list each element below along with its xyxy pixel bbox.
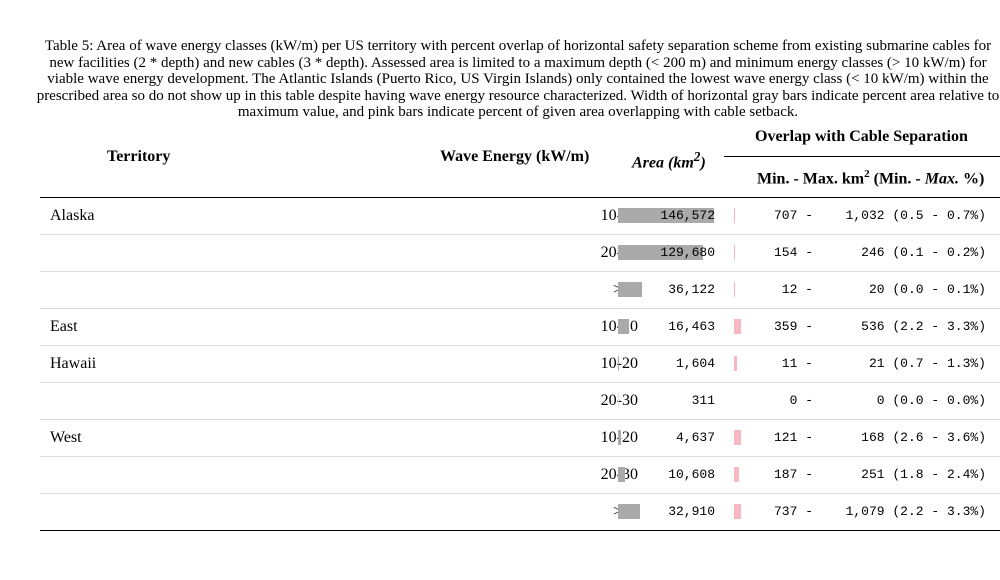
overlap-min-cell: 12 -	[781, 282, 813, 297]
header-min-max-a: Min. - Max. km	[757, 170, 865, 188]
overlap-bar	[734, 430, 742, 445]
header-area-sup: 2	[693, 149, 701, 164]
area-cell: 311	[691, 393, 715, 408]
overlap-bar	[734, 467, 739, 482]
overlap-max-cell: 0 (0.0 - 0.0%)	[876, 393, 986, 408]
overlap-bar	[734, 245, 735, 260]
overlap-min-cell: 737 -	[773, 504, 813, 519]
wave-energy-cell: 10-20	[600, 355, 638, 372]
wave-energy-cell: 20-30	[600, 392, 638, 409]
area-cell: 1,604	[675, 356, 715, 371]
header-min-max-b: (Min. -	[869, 170, 925, 188]
overlap-max-cell: 20 (0.0 - 0.1%)	[868, 282, 986, 297]
area-bar	[618, 319, 629, 334]
overlap-max-cell: 21 (0.7 - 1.3%)	[868, 356, 986, 371]
area-bar	[618, 282, 642, 297]
area-bar	[618, 393, 619, 408]
overlap-max-cell: 1,079 (2.2 - 3.3%)	[845, 504, 986, 519]
area-cell: 10,608	[668, 467, 715, 482]
territory-cell: Hawaii	[50, 355, 97, 372]
area-cell: 129,680	[660, 245, 715, 260]
overlap-min-cell: 11 -	[781, 356, 813, 371]
area-bar	[618, 208, 714, 223]
header-min-max-sup: 2	[864, 168, 870, 180]
overlap-min-cell: 187 -	[773, 467, 813, 482]
header-area-close: )	[700, 154, 706, 172]
header-min-max-d: %)	[958, 170, 985, 188]
header-territory: Territory	[107, 148, 171, 165]
area-cell: 146,572	[660, 208, 715, 223]
header-overlap: Overlap with Cable Separation	[755, 128, 968, 145]
area-cell: 32,910	[668, 504, 715, 519]
overlap-min-cell: 707 -	[773, 208, 813, 223]
territory-cell: West	[50, 429, 82, 446]
territory-cell: Alaska	[50, 207, 95, 224]
territory-cell: East	[50, 318, 78, 335]
area-cell: 36,122	[668, 282, 715, 297]
overlap-min-cell: 0 -	[789, 393, 813, 408]
area-cell: 16,463	[668, 319, 715, 334]
table-row: 20-30 311 0 - 0 (0.0 - 0.0%)	[40, 383, 1000, 420]
overlap-max-cell: 168 (2.6 - 3.6%)	[861, 430, 986, 445]
header-area: Area (km2)	[632, 149, 706, 172]
header-area-text: Area (km	[632, 154, 694, 172]
overlap-min-cell: 359 -	[773, 319, 813, 334]
header-wave-energy: Wave Energy (kW/m)	[440, 148, 590, 165]
overlap-bar	[734, 319, 741, 334]
area-bar	[618, 245, 703, 260]
area-bar	[618, 504, 640, 519]
overlap-max-cell: 536 (2.2 - 3.3%)	[861, 319, 986, 334]
overlap-bar	[734, 208, 736, 223]
header-bottom-rule	[40, 197, 1000, 198]
table-row: Hawaii 10-20 1,604 11 - 21 (0.7 - 1.3%)	[40, 346, 1000, 383]
overlap-bar	[734, 282, 735, 297]
overlap-max-cell: 1,032 (0.5 - 0.7%)	[845, 208, 986, 223]
overlap-header-rule	[724, 156, 1000, 157]
area-bar	[618, 356, 620, 371]
overlap-min-cell: 121 -	[773, 430, 813, 445]
overlap-max-cell: 246 (0.1 - 0.2%)	[861, 245, 986, 260]
area-cell: 4,637	[675, 430, 715, 445]
area-bar	[618, 467, 625, 482]
overlap-bar	[734, 356, 737, 371]
overlap-bar	[734, 504, 741, 519]
overlap-min-cell: 154 -	[773, 245, 813, 260]
area-bar	[618, 430, 622, 445]
table-caption: Table 5: Area of wave energy classes (kW…	[36, 38, 1000, 120]
header-min-max: Min. - Max. km2 (Min. - Max. %)	[757, 168, 984, 188]
header-min-max-c: Max.	[924, 170, 959, 188]
overlap-max-cell: 251 (1.8 - 2.4%)	[861, 467, 986, 482]
